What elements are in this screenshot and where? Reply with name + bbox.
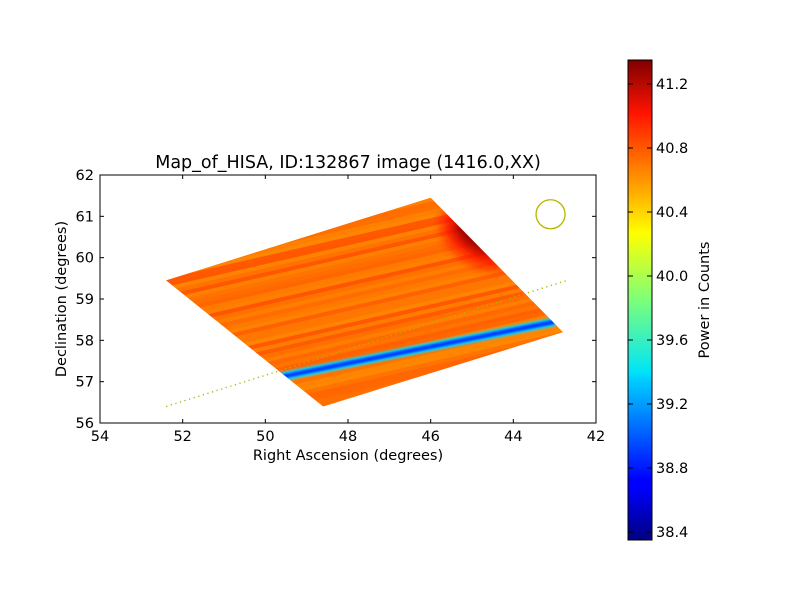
chart-title: Map_of_HISA, ID:132867 image (1416.0,XX) bbox=[155, 153, 541, 173]
beam-size-circle bbox=[535, 199, 566, 230]
x-tick-label: 44 bbox=[504, 429, 522, 445]
y-axis-label: Declination (degrees) bbox=[54, 221, 70, 377]
plot-area bbox=[100, 175, 596, 423]
y-tick-label: 57 bbox=[76, 375, 94, 391]
x-tick-label: 52 bbox=[173, 429, 191, 445]
colorbar-tick-label: 39.6 bbox=[656, 333, 688, 349]
map-streak bbox=[166, 314, 563, 407]
x-tick-label: 42 bbox=[587, 429, 605, 445]
colorbar-label: Power in Counts bbox=[697, 242, 713, 359]
y-tick-label: 60 bbox=[76, 251, 94, 267]
y-axis: 56 57 58 59 60 61 62 bbox=[76, 168, 596, 432]
y-tick-label: 58 bbox=[76, 333, 94, 349]
x-tick-label: 46 bbox=[421, 429, 439, 445]
colorbar-ticks: 38.4 38.8 39.2 39.6 40.0 40.4 40.8 41.2 bbox=[628, 77, 688, 541]
colorbar-tick-label: 39.2 bbox=[656, 397, 688, 413]
colorbar-gradient bbox=[627, 59, 653, 541]
map-streak bbox=[166, 318, 563, 407]
colorbar-tick-label: 41.2 bbox=[656, 77, 688, 93]
x-tick-label: 54 bbox=[91, 429, 109, 445]
colorbar: 38.4 38.8 39.2 39.6 40.0 40.4 40.8 41.2 Power i… bbox=[627, 59, 713, 541]
x-tick-label: 48 bbox=[339, 429, 357, 445]
map-streak bbox=[166, 322, 563, 407]
colorbar-tick-label: 40.4 bbox=[656, 205, 688, 221]
y-tick-label: 59 bbox=[76, 292, 94, 308]
absorption-lane-core bbox=[281, 319, 556, 379]
colorbar-tick-label: 38.8 bbox=[656, 461, 688, 477]
x-axis-label: Right Ascension (degrees) bbox=[253, 448, 443, 464]
colorbar-tick-label: 40.0 bbox=[656, 269, 688, 285]
colorbar-tick-label: 38.4 bbox=[656, 525, 688, 541]
x-axis: 54 52 50 48 46 44 42 bbox=[91, 175, 605, 445]
x-tick-label: 50 bbox=[256, 429, 274, 445]
colorbar-tick-label: 40.8 bbox=[656, 141, 688, 157]
y-tick-label: 62 bbox=[76, 168, 94, 184]
y-tick-label: 61 bbox=[76, 209, 94, 225]
y-tick-label: 56 bbox=[76, 416, 94, 432]
